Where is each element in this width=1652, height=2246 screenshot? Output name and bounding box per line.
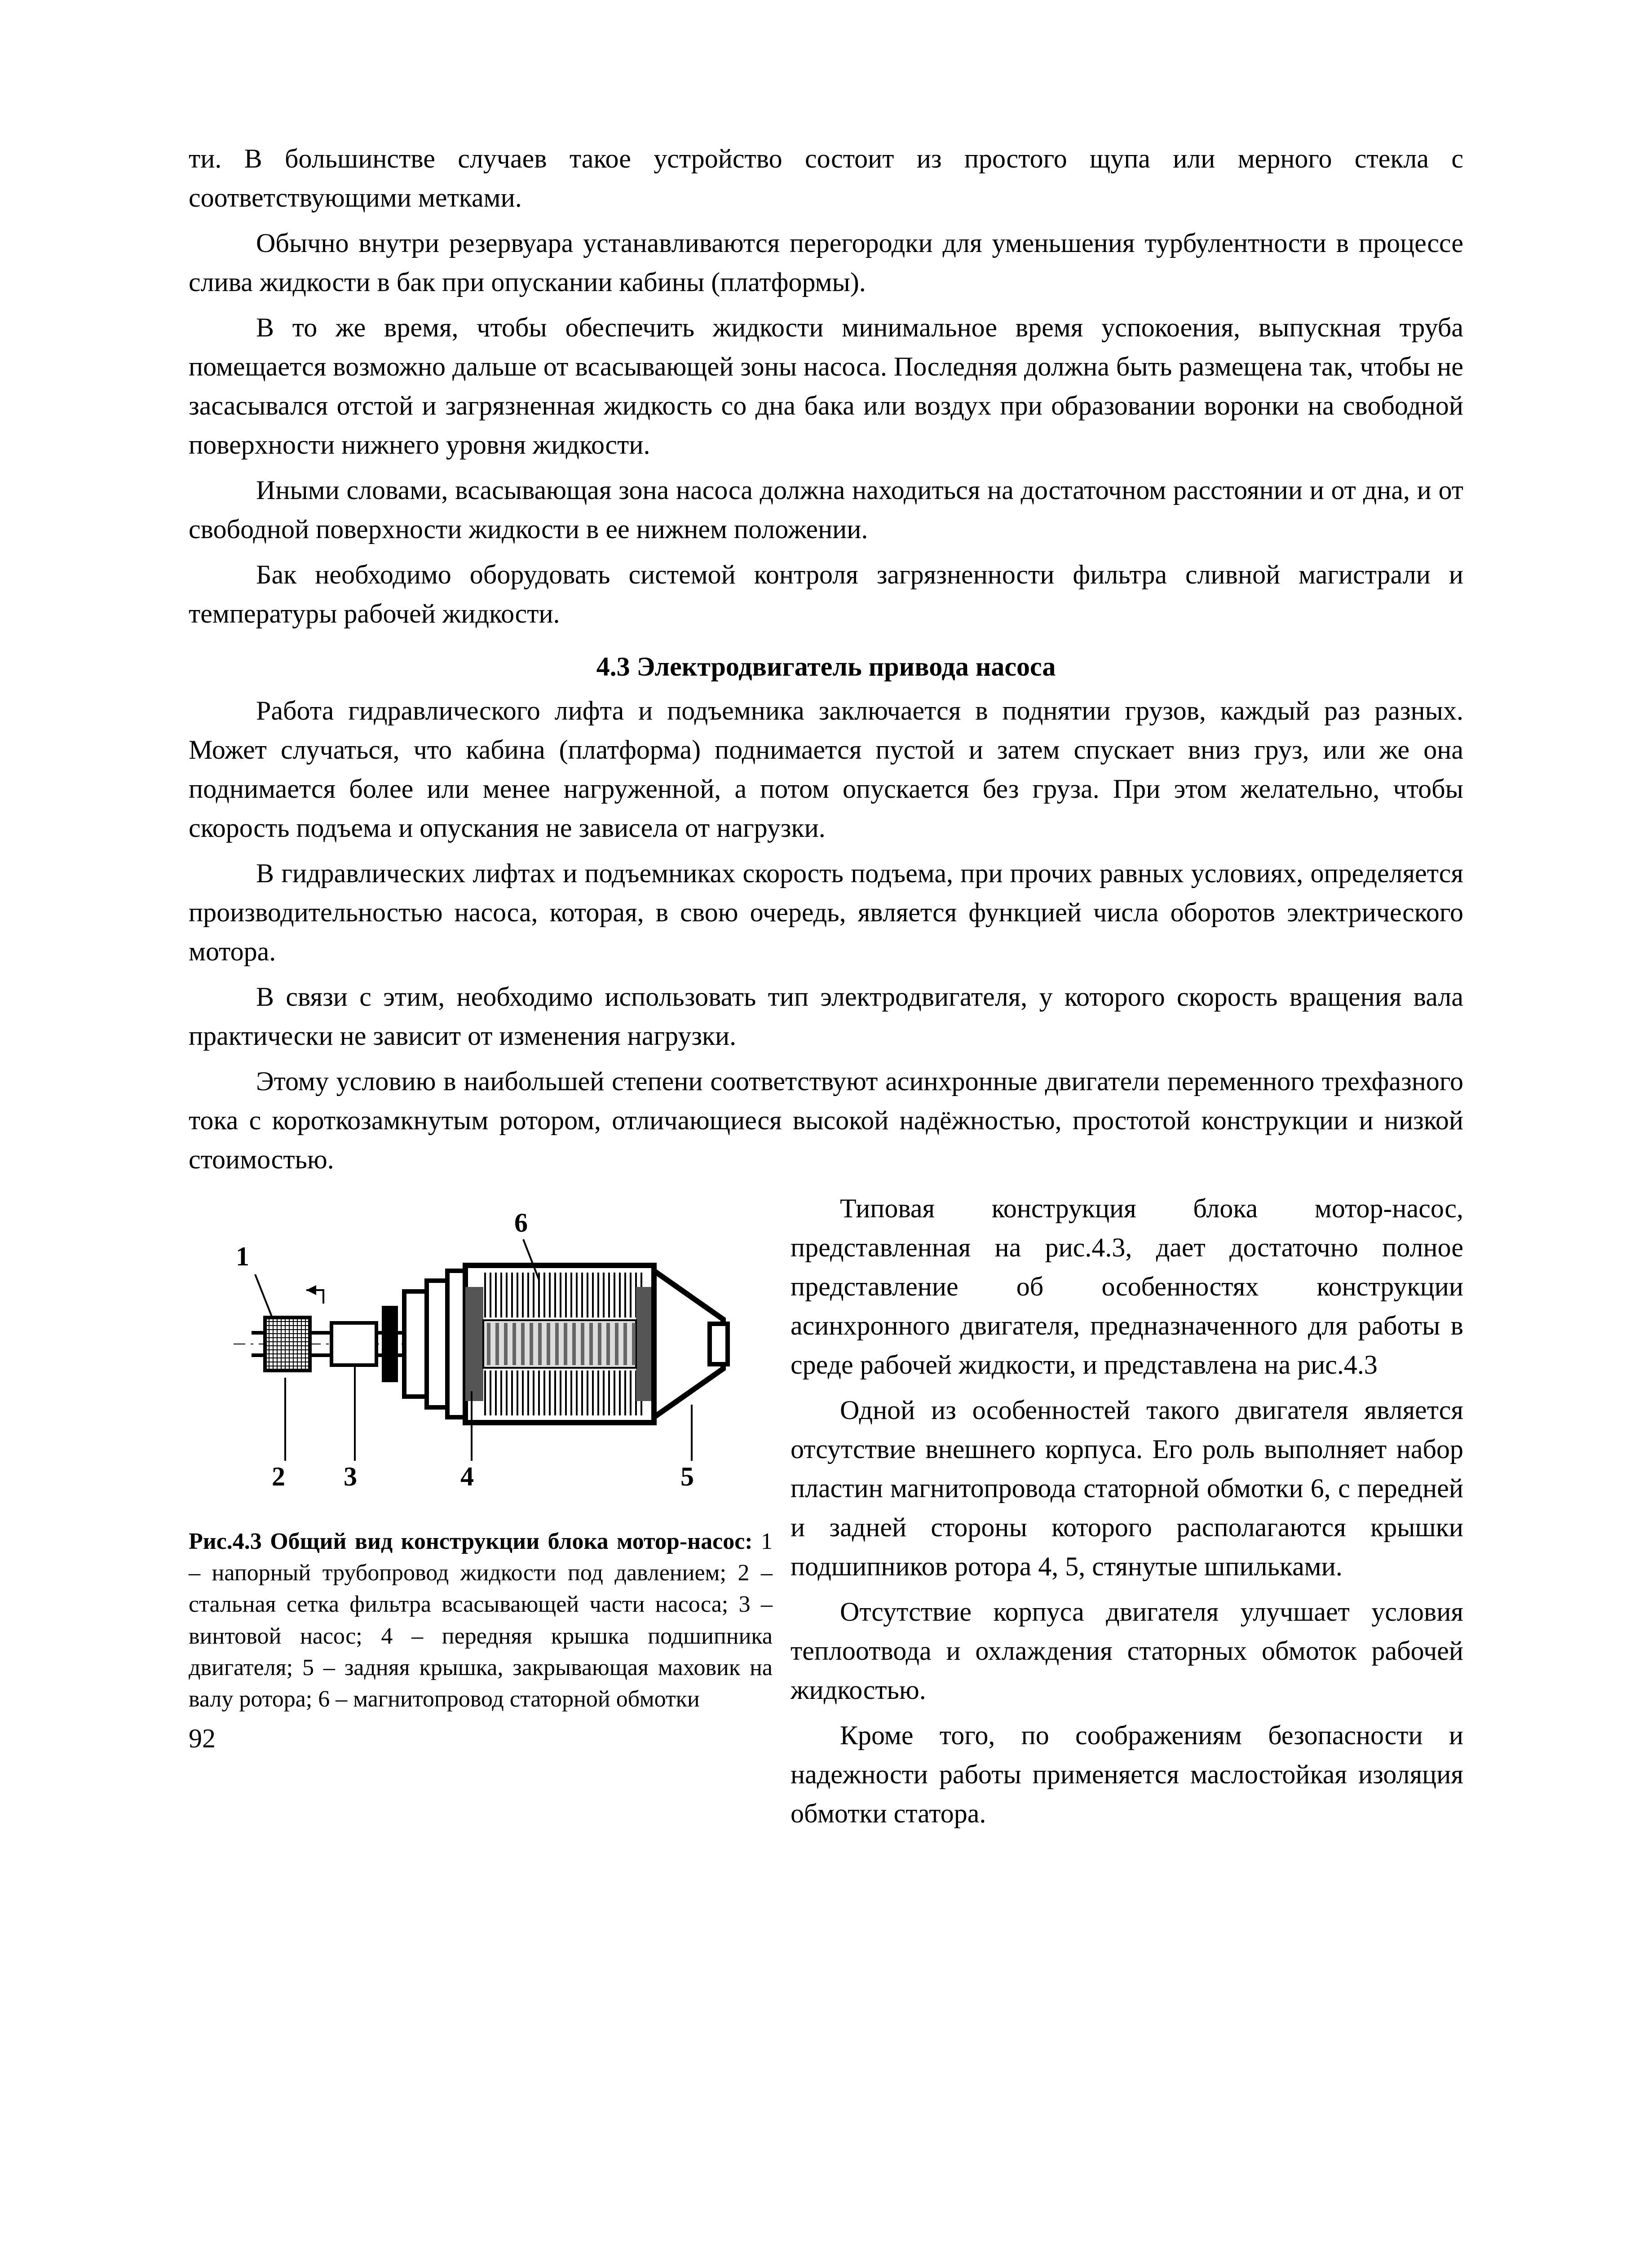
paragraph: Работа гидравлического лифта и подъемник… bbox=[189, 691, 1463, 848]
page-number: 92 bbox=[189, 1723, 773, 1754]
svg-text:6: 6 bbox=[514, 1208, 528, 1238]
svg-text:3: 3 bbox=[344, 1462, 357, 1491]
paragraph: Обычно внутри резервуара устанавливаются… bbox=[189, 224, 1463, 302]
figure-caption-body: 1 – напорный трубопровод жидкости под да… bbox=[189, 1529, 773, 1712]
paragraph: ти. В большинстве случаев такое устройст… bbox=[189, 139, 1463, 217]
motor-pump-diagram: 1 2 3 4 5 6 bbox=[189, 1189, 773, 1512]
text-column: Типовая конструкция блока мотор-насос, п… bbox=[791, 1189, 1463, 1839]
svg-text:1: 1 bbox=[236, 1242, 249, 1271]
paragraph: Бак необходимо оборудовать системой конт… bbox=[189, 555, 1463, 633]
section-heading: 4.3 Электродвигатель привода насоса bbox=[189, 651, 1463, 682]
page: ти. В большинстве случаев такое устройст… bbox=[0, 0, 1652, 2246]
svg-text:4: 4 bbox=[460, 1462, 474, 1491]
paragraph: Кроме того, по соображениям безопасности… bbox=[791, 1716, 1463, 1833]
svg-text:2: 2 bbox=[272, 1462, 285, 1491]
figure-column: 1 2 3 4 5 6 Рис.4.3 Общий вид конструкции бло… bbox=[189, 1189, 773, 1754]
figure-caption: Рис.4.3 Общий вид конструкции блока мото… bbox=[189, 1526, 773, 1715]
figure-caption-lead: Рис.4.3 Общий вид конструкции блока мото… bbox=[189, 1529, 753, 1554]
paragraph: В то же время, чтобы обеспечить жидкости… bbox=[189, 308, 1463, 464]
two-column-region: 1 2 3 4 5 6 Рис.4.3 Общий вид конструкции бло… bbox=[189, 1189, 1463, 1839]
paragraph: Этому условию в наибольшей степени соотв… bbox=[189, 1062, 1463, 1179]
paragraph: Отсутствие корпуса двигателя улучшает ус… bbox=[791, 1592, 1463, 1710]
figure-4-3: 1 2 3 4 5 6 bbox=[189, 1189, 773, 1512]
paragraph: Иными словами, всасывающая зона насоса д… bbox=[189, 471, 1463, 549]
svg-text:5: 5 bbox=[680, 1462, 694, 1491]
paragraph: Типовая конструкция блока мотор-насос, п… bbox=[791, 1189, 1463, 1384]
paragraph: В связи с этим, необходимо использовать … bbox=[189, 977, 1463, 1056]
paragraph: Одной из особенностей такого двигателя я… bbox=[791, 1391, 1463, 1586]
paragraph: В гидравлических лифтах и подъемниках ск… bbox=[189, 854, 1463, 971]
